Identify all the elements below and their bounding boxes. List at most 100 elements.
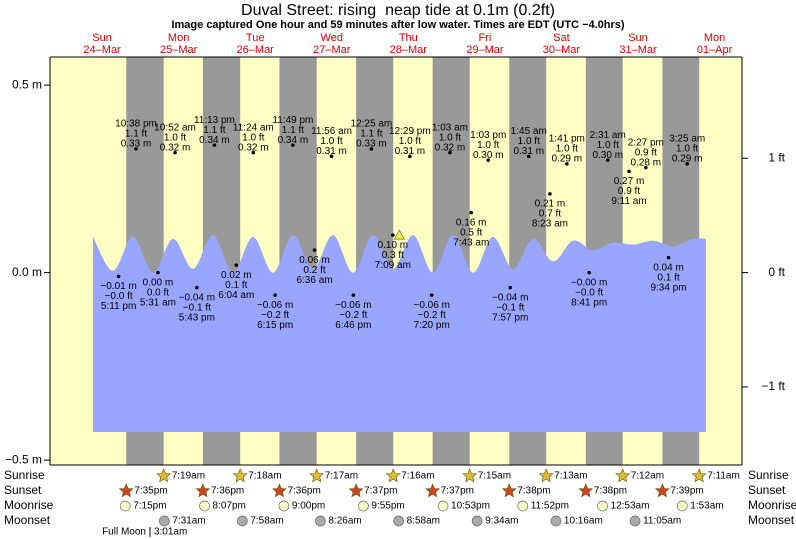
moon-phase-label: Full Moon: [102, 527, 146, 538]
moonrise-icon: [358, 500, 369, 512]
day-date: 27–Mar: [313, 44, 351, 56]
chart-title: Duval Street: rising neap tide at 0.1m (…: [241, 2, 555, 19]
sunrise-icon: [615, 468, 631, 483]
day-name: Sat: [553, 32, 570, 44]
day-date: 28–Mar: [390, 44, 428, 56]
tide-label: 1:41 pm: [549, 134, 585, 145]
tide-label: 1:45 am: [511, 126, 547, 137]
moonrise-icon: [437, 500, 449, 512]
sunrise-icon: [156, 468, 172, 483]
tide-label: 0.3 ft: [382, 250, 404, 261]
tide-point: [329, 154, 334, 159]
moonrise-time: 9:00pm: [292, 501, 325, 512]
y2-tick-label: −1 ft: [761, 379, 785, 393]
sunset-icon: [654, 483, 670, 498]
tide-label: 0.02 m: [221, 270, 252, 281]
tide-label: −0.0 ft: [105, 291, 133, 302]
tide-label: 0.34 m: [199, 135, 230, 146]
tide-point: [369, 147, 374, 151]
tide-point: [291, 143, 295, 147]
day-name: Sun: [628, 32, 648, 44]
tide-point: [173, 150, 177, 155]
tide-point: [666, 255, 671, 260]
moonset-time: 7:31am: [172, 516, 205, 527]
tide-label: 12:25 am: [351, 119, 393, 130]
moonset-time: 9:34am: [485, 516, 518, 527]
tide-label: 6:04 am: [218, 290, 254, 301]
day-date: 01–Apr: [697, 44, 733, 56]
moonrise-time: 12:53am: [611, 501, 650, 512]
moonset-icon: [158, 515, 170, 527]
moonset-icon: [393, 515, 404, 527]
row-label: Moonrise: [4, 498, 54, 512]
tide-label: 1.0 ft: [242, 132, 264, 143]
y-tick-label: 0.0 m: [12, 265, 42, 279]
tide-label: −0.01 m: [100, 281, 136, 292]
tide-label: 11:13 pm: [194, 115, 235, 126]
tide-label: 1.0 ft: [556, 144, 578, 155]
moonrise-icon: [597, 500, 608, 512]
tide-point: [605, 158, 610, 162]
sunset-icon: [501, 483, 517, 498]
tide-label: 0.31 m: [316, 146, 347, 157]
tide-label: 6:15 pm: [257, 320, 293, 331]
tide-label: 0.32 m: [435, 142, 466, 153]
tide-label: 0.16 m: [456, 217, 487, 228]
tide-label: 0.33 m: [121, 139, 152, 150]
sunset-time: 7:39pm: [670, 486, 703, 497]
moonrise-icon: [199, 500, 210, 512]
sunset-icon: [118, 483, 134, 498]
sunrise-time: 7:17am: [325, 471, 358, 482]
tide-label: 0.04 m: [653, 262, 684, 273]
tide-point: [565, 162, 569, 166]
tide-point: [156, 270, 160, 275]
sunrise-icon: [691, 468, 707, 483]
row-label: Sunset: [748, 483, 786, 497]
moonrise-time: 11:52pm: [531, 501, 569, 512]
day-name: Tue: [246, 32, 265, 44]
tide-label: 9:34 pm: [650, 282, 686, 293]
tide-label: 1.1 ft: [203, 125, 225, 136]
sunset-time: 7:35pm: [134, 486, 167, 497]
tide-point: [212, 143, 217, 147]
tide-label: 0.7 ft: [539, 209, 561, 220]
moonset-time: 11:05am: [643, 516, 681, 527]
day-date: 26–Mar: [237, 44, 275, 56]
tide-label: 8:41 pm: [571, 297, 607, 308]
tide-label: 7:43 am: [453, 237, 489, 248]
tide-label: 7:57 pm: [492, 312, 528, 323]
row-label: Moonrise: [748, 498, 796, 512]
tide-point: [486, 158, 491, 162]
tide-label: 0.30 m: [592, 150, 623, 161]
sunrise-time: 7:12am: [631, 471, 664, 482]
y-tick-label: 0.5 m: [12, 77, 42, 91]
moonset-icon: [236, 515, 248, 527]
tide-point: [251, 150, 256, 155]
tide-label: 0.9 ft: [618, 186, 640, 197]
moonset-icon: [550, 515, 562, 527]
tide-label: −0.2 ft: [339, 310, 367, 321]
tide-label: −0.04 m: [179, 292, 215, 303]
sunset-icon: [348, 483, 364, 498]
day-name: Sun: [92, 32, 112, 44]
tide-point: [351, 293, 356, 297]
tide-point: [134, 147, 138, 151]
tide-label: 1.0 ft: [597, 140, 619, 151]
tide-label: 10:52 am: [154, 122, 196, 133]
tide-label: 1.0 ft: [676, 144, 698, 155]
tide-label: 0.1 ft: [225, 280, 247, 291]
row-label: Moonset: [4, 513, 51, 527]
sunrise-icon: [385, 468, 401, 483]
tide-label: 0.28 m: [631, 157, 662, 168]
tide-label: 1.0 ft: [518, 136, 540, 147]
tide-label: 0.2 ft: [303, 265, 325, 276]
y-tick-label: −0.5 m: [5, 452, 42, 466]
row-label: Sunset: [4, 483, 42, 497]
tide-point: [116, 274, 121, 279]
tide-point: [195, 285, 199, 290]
day-date: 25–Mar: [160, 44, 198, 56]
tide-label: 0.00 m: [143, 277, 174, 288]
tide-label: 0.31 m: [395, 146, 426, 157]
tide-label: 0.29 m: [552, 154, 583, 165]
sunset-time: 7:38pm: [594, 486, 627, 497]
